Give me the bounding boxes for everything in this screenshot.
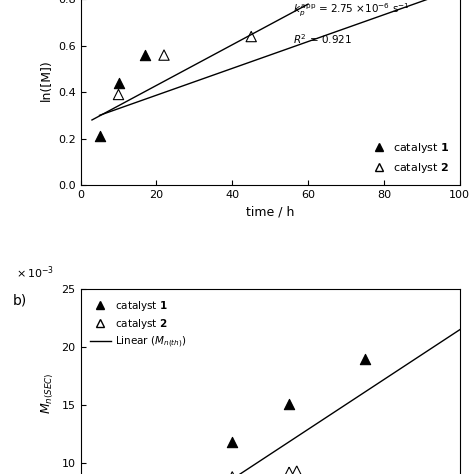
Point [96, 132, 103, 140]
Y-axis label: $M_{n(SEC)}$: $M_{n(SEC)}$ [40, 373, 56, 414]
X-axis label: time / h: time / h [246, 205, 294, 218]
Text: b): b) [13, 293, 27, 307]
Point [160, 51, 168, 59]
Point [115, 91, 122, 98]
Point [228, 473, 236, 474]
Point [285, 400, 293, 408]
Point [141, 51, 149, 59]
Y-axis label: ln([M]): ln([M]) [39, 60, 53, 101]
Legend: catalyst $\mathbf{1}$, catalyst $\mathbf{2}$: catalyst $\mathbf{1}$, catalyst $\mathbf… [363, 137, 454, 179]
Point [247, 33, 255, 40]
Point [293, 467, 301, 474]
Text: $k_p^{\,\rm app}$ = 2.75 ×10$^{-6}$ s$^{-1}$: $k_p^{\,\rm app}$ = 2.75 ×10$^{-6}$ s$^{… [293, 1, 410, 19]
Text: $\times\,10^{-3}$: $\times\,10^{-3}$ [16, 264, 55, 281]
Point [228, 438, 236, 446]
Legend: catalyst $\mathbf{1}$, catalyst $\mathbf{2}$, Linear ($M_{n(th)}$): catalyst $\mathbf{1}$, catalyst $\mathbf… [86, 294, 191, 355]
Point [285, 468, 293, 474]
Point [115, 79, 122, 87]
Point [361, 355, 369, 363]
Text: $R^2$ = 0.921: $R^2$ = 0.921 [293, 33, 352, 46]
